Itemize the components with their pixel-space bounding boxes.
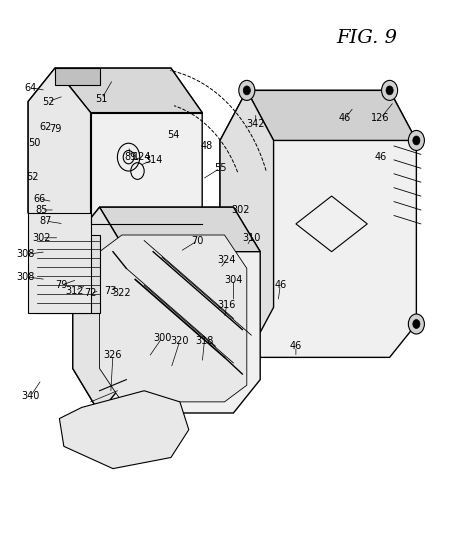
Text: 52: 52 <box>26 172 39 182</box>
Polygon shape <box>28 213 91 313</box>
Circle shape <box>382 80 398 101</box>
Text: 340: 340 <box>21 391 40 401</box>
Text: 302: 302 <box>231 205 249 215</box>
Text: 326: 326 <box>104 349 122 359</box>
Text: 320: 320 <box>171 336 189 345</box>
Text: 79: 79 <box>55 280 68 290</box>
Text: 314: 314 <box>144 155 162 165</box>
Text: 55: 55 <box>214 163 226 173</box>
Text: 62: 62 <box>40 121 52 131</box>
Polygon shape <box>28 68 91 252</box>
Text: 50: 50 <box>29 138 41 148</box>
Text: 46: 46 <box>339 113 351 123</box>
Text: 300: 300 <box>153 333 171 343</box>
Circle shape <box>413 320 420 329</box>
Circle shape <box>239 80 255 101</box>
Text: 308: 308 <box>17 249 35 259</box>
Circle shape <box>408 314 424 334</box>
Text: 72: 72 <box>84 288 97 299</box>
Polygon shape <box>100 207 260 252</box>
Polygon shape <box>220 91 416 357</box>
Circle shape <box>386 86 393 95</box>
Circle shape <box>408 130 424 150</box>
Polygon shape <box>55 68 202 112</box>
Text: FIG. 9: FIG. 9 <box>337 29 398 47</box>
Text: 324: 324 <box>217 255 236 265</box>
Text: 54: 54 <box>167 130 179 140</box>
Polygon shape <box>220 91 273 357</box>
Circle shape <box>243 86 251 95</box>
Text: 64: 64 <box>24 83 36 93</box>
Text: 126: 126 <box>371 113 390 123</box>
Text: 322: 322 <box>113 288 131 299</box>
Polygon shape <box>73 207 260 413</box>
Text: 46: 46 <box>374 152 387 162</box>
Text: 52: 52 <box>42 97 54 107</box>
Text: 302: 302 <box>32 233 51 243</box>
Polygon shape <box>73 207 126 413</box>
Text: 85: 85 <box>35 205 48 215</box>
Text: 304: 304 <box>224 274 242 285</box>
Text: 66: 66 <box>33 194 45 204</box>
Text: 124: 124 <box>133 152 151 162</box>
Text: 70: 70 <box>192 235 204 245</box>
Text: 312: 312 <box>66 286 84 296</box>
Text: 310: 310 <box>242 233 260 243</box>
Polygon shape <box>247 91 416 140</box>
Circle shape <box>413 136 420 145</box>
Polygon shape <box>100 235 247 402</box>
Text: 308: 308 <box>17 272 35 282</box>
Polygon shape <box>28 68 202 252</box>
Text: 318: 318 <box>195 336 214 345</box>
Text: 51: 51 <box>96 94 108 104</box>
Text: 342: 342 <box>247 119 265 129</box>
Text: 87: 87 <box>40 216 52 226</box>
Text: 89: 89 <box>125 152 137 162</box>
Polygon shape <box>37 235 100 313</box>
Text: 73: 73 <box>105 286 117 296</box>
Text: 46: 46 <box>274 280 286 290</box>
Text: 46: 46 <box>290 341 302 351</box>
Polygon shape <box>59 391 189 468</box>
Polygon shape <box>55 68 100 85</box>
Text: 79: 79 <box>49 124 61 134</box>
Text: 316: 316 <box>218 300 236 310</box>
Text: 48: 48 <box>201 141 213 151</box>
